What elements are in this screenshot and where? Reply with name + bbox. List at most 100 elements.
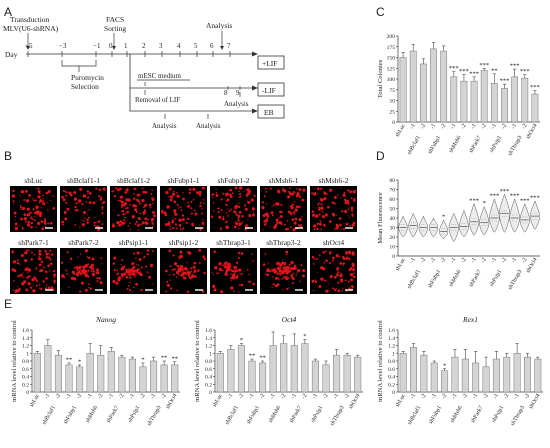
colony-dot [129,222,131,224]
colony-dot [135,273,137,276]
colony-dot [61,261,64,264]
colony-dot [96,277,99,280]
colony-dot [172,190,175,193]
colony-dot [191,274,195,279]
colony-dot [345,223,348,226]
y-tick-label: 1.2 [388,344,395,350]
colony-dot [333,196,337,199]
significance-mark: * [443,362,446,369]
colony-dot [171,219,175,222]
colony-dot [142,190,146,194]
colony-dot [342,287,344,290]
violin [418,215,428,238]
x-tick-label: -1 [409,123,417,130]
colony-dot [65,201,68,204]
colony-dot [252,213,255,217]
colony-dot [115,187,118,190]
colony-dot [287,210,291,214]
colony-dot [129,204,131,206]
colony-dot [324,213,328,217]
x-tick-label: -1 [490,123,498,130]
colony-dot [49,258,52,261]
bar [248,360,256,393]
day-tick-label: 3 [159,42,163,50]
x-tick-label: -1 [150,393,158,400]
colony-dot [13,269,17,273]
colony-dot [313,224,317,228]
colony-dot [272,204,275,206]
group-label: shThrap3 [507,135,523,157]
bar [534,358,542,393]
colony-dot [53,273,56,277]
x-tick-label: -2 [482,393,490,400]
significance-mark: *** [510,63,520,70]
colony-dot [61,223,64,226]
colony-dot [218,262,222,266]
timeline-down-arrowhead [26,46,30,50]
colony-dot [183,267,188,271]
colony-dot [315,214,319,218]
colony-dot [219,227,223,230]
colony-dot [181,273,184,277]
colony-dot [164,214,168,217]
colony-dot [112,262,116,265]
colony-dot [277,277,280,280]
bar [450,76,458,123]
colony-dot [186,290,190,293]
colony-dot [265,191,268,193]
colony-dot [134,275,136,278]
colony-dot [172,273,175,276]
colony-dot [336,194,339,197]
colony-dot [218,215,222,219]
colony-dot [311,255,315,259]
violin [479,205,490,236]
colony-dot [335,226,339,230]
colony-dot [129,281,131,284]
colony-dot [84,249,88,253]
colony-dot [237,291,240,293]
colony-dot [324,279,327,282]
x-tick-label: -2 [419,257,427,264]
colony-dot [139,202,141,205]
colony-dot [50,199,52,202]
colony-dot [231,275,234,278]
colony-dot [134,283,136,285]
colony-dot [98,188,102,192]
colony-dot [279,279,281,281]
colony-dot [241,215,244,218]
colony-dot [45,252,49,256]
y-tick-label: 0.4 [388,375,395,381]
colony-dot [178,207,180,209]
colony-dot [45,284,48,286]
colony-dot [349,190,353,194]
colony-dot [292,228,296,232]
chart-title: Oct4 [282,315,297,324]
colony-dot [293,211,296,214]
colony-dot [120,268,123,271]
colony-dot [113,209,115,211]
bar [451,356,459,393]
colony-dot [201,186,205,190]
minus-lif-arrowhead [252,85,258,91]
colony-dot [88,192,92,195]
bar [128,358,136,393]
colony-dot [350,206,354,210]
x-tick-label: -2 [420,393,428,400]
colony-dot [316,271,318,273]
bar [461,358,469,393]
colony-dot [323,191,327,195]
colony-dot [73,197,78,201]
colony-dot [171,192,175,196]
colony-image-grid: shLuc shBclaf1-1 shBclaf1-2 shFubp1-1 shFubp… [10,176,357,294]
colony-dot [32,208,35,211]
colony-dot [35,188,37,190]
colony-dot [169,279,171,281]
colony-dot [275,218,279,222]
colony-dot [347,280,350,283]
colony-dot [45,255,49,259]
significance-mark: ** [491,67,498,74]
colony-dot [332,259,335,262]
colony-dot [325,250,327,253]
violin [468,203,480,236]
x-tick-label: -2 [139,393,147,400]
